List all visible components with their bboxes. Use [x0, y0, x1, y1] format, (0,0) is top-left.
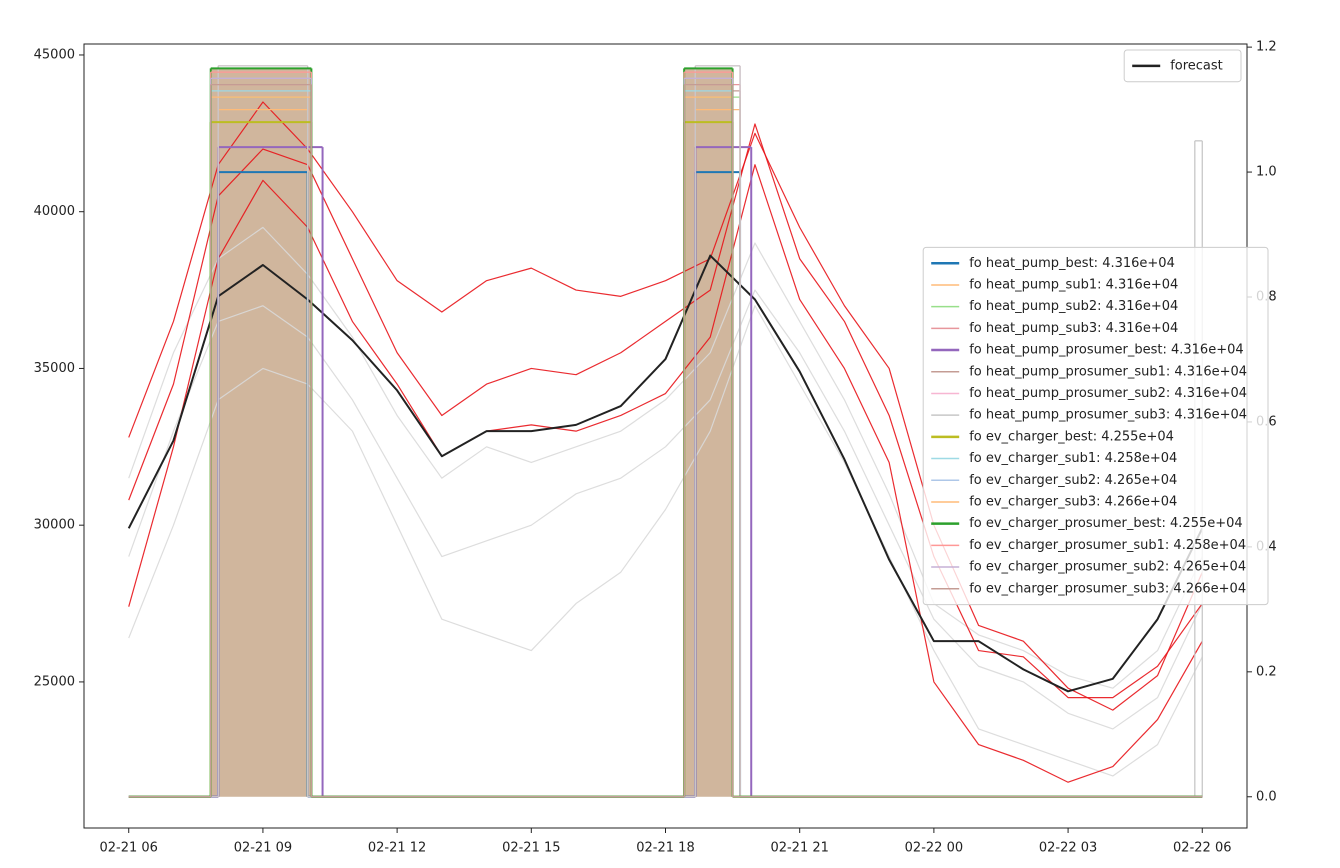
y-tick-label: 35000 — [34, 361, 75, 376]
x-tick-label: 02-22 00 — [905, 841, 963, 856]
x-tick-label: 02-21 06 — [100, 841, 158, 856]
legend-label: fo ev_charger_prosumer_sub1: 4.258e+04 — [969, 538, 1246, 553]
plot — [127, 65, 1204, 798]
legend-label: fo ev_charger_prosumer_best: 4.255e+04 — [969, 516, 1242, 531]
x-tick-label: 02-21 12 — [368, 841, 426, 856]
x-tick-label: 02-21 15 — [502, 841, 560, 856]
legend-label: fo heat_pump_prosumer_sub3: 4.316e+04 — [969, 408, 1247, 423]
legend-label: fo heat_pump_best: 4.316e+04 — [969, 256, 1175, 271]
y-tick-label: 25000 — [34, 674, 75, 689]
y2-tick-label: 0.2 — [1256, 664, 1277, 679]
legend-label: fo ev_charger_sub1: 4.258e+04 — [969, 451, 1177, 466]
legend-label: forecast — [1170, 58, 1223, 73]
step-fill — [684, 68, 733, 797]
x-tick-label: 02-21 09 — [234, 841, 292, 856]
legend-label: fo heat_pump_sub1: 4.316e+04 — [969, 277, 1178, 292]
x-tick-label: 02-22 06 — [1173, 841, 1231, 856]
y2-tick-label: 1.0 — [1256, 165, 1277, 180]
legend-label: fo heat_pump_prosumer_sub2: 4.316e+04 — [969, 386, 1247, 401]
legend-label: fo heat_pump_prosumer_sub1: 4.316e+04 — [969, 364, 1247, 379]
x-tick-label: 02-21 18 — [636, 841, 694, 856]
y2-tick-label: 0.0 — [1256, 789, 1277, 804]
legend-label: fo ev_charger_best: 4.255e+04 — [969, 429, 1174, 444]
y-tick-label: 30000 — [34, 518, 75, 533]
x-tick-label: 02-22 03 — [1039, 841, 1097, 856]
legend-label: fo ev_charger_prosumer_sub3: 4.266e+04 — [969, 581, 1246, 596]
y2-tick-label: 1.2 — [1256, 40, 1277, 55]
legend-box — [1123, 49, 1242, 83]
step-fill — [210, 68, 312, 797]
legend-label: fo heat_pump_sub2: 4.316e+04 — [969, 299, 1178, 314]
legend-label: fo ev_charger_sub3: 4.266e+04 — [969, 494, 1177, 509]
y-tick-label: 40000 — [34, 204, 75, 219]
legend-label: fo heat_pump_sub3: 4.316e+04 — [969, 321, 1178, 336]
legend-box — [922, 246, 1269, 606]
legend-label: fo heat_pump_prosumer_best: 4.316e+04 — [969, 343, 1243, 358]
legend-label: fo ev_charger_prosumer_sub2: 4.265e+04 — [969, 560, 1246, 575]
legend-label: fo ev_charger_sub2: 4.265e+04 — [969, 473, 1177, 488]
x-tick-label: 02-21 21 — [770, 841, 828, 856]
y-tick-label: 45000 — [34, 47, 75, 62]
